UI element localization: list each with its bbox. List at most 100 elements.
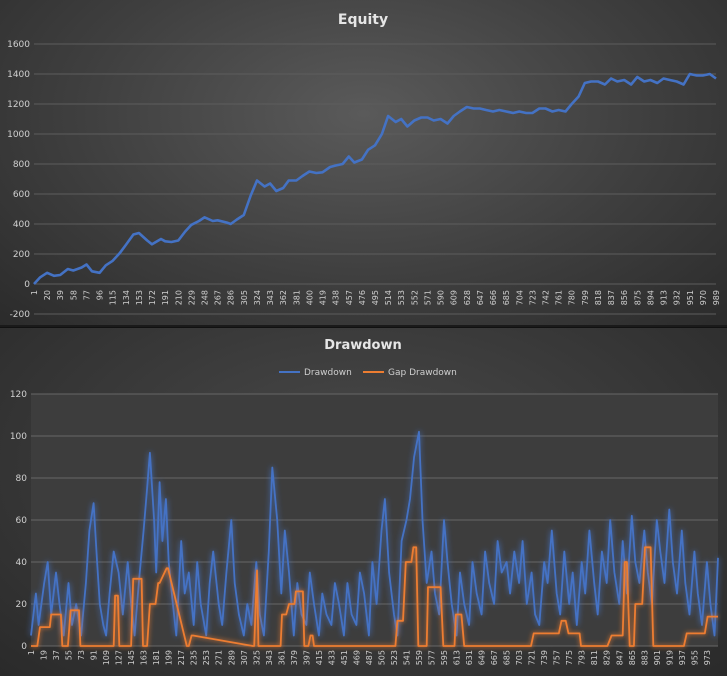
drawdown-y-tick-label: 80 bbox=[16, 474, 28, 484]
equity-x-tick-label: 191 bbox=[161, 290, 170, 305]
drawdown-x-tick-label: 559 bbox=[415, 650, 424, 665]
equity-x-tick-label: 799 bbox=[581, 290, 590, 305]
drawdown-x-tick-label: 577 bbox=[428, 650, 437, 665]
equity-x-tick-label: 457 bbox=[345, 290, 354, 305]
equity-x-tick-label: 248 bbox=[201, 290, 210, 305]
equity-y-tick-label: 1200 bbox=[7, 100, 30, 110]
drawdown-x-tick-label: 181 bbox=[152, 650, 161, 665]
drawdown-x-tick-label: 55 bbox=[65, 650, 74, 660]
equity-x-tick-label: 438 bbox=[332, 290, 341, 305]
drawdown-x-tick-label: 955 bbox=[690, 650, 699, 665]
drawdown-x-tick-label: 631 bbox=[465, 650, 474, 665]
equity-x-tick-label: 153 bbox=[135, 290, 144, 305]
drawdown-x-tick-label: 127 bbox=[115, 650, 124, 665]
equity-x-tick-label: 970 bbox=[699, 290, 708, 305]
equity-x-tick-label: 1 bbox=[30, 290, 39, 295]
equity-y-tick-label: 1400 bbox=[7, 70, 30, 80]
equity-x-tick-label: 39 bbox=[56, 290, 65, 300]
drawdown-x-tick-label: 1 bbox=[27, 650, 36, 655]
equity-y-tick-label: 600 bbox=[13, 190, 30, 200]
drawdown-x-tick-label: 199 bbox=[165, 650, 174, 665]
equity-x-tick-label: 400 bbox=[305, 290, 314, 305]
equity-y-tick-label: 1000 bbox=[7, 130, 30, 140]
drawdown-x-tick-label: 415 bbox=[315, 650, 324, 665]
legend-label-drawdown: Drawdown bbox=[304, 368, 352, 378]
equity-x-tick-label: 704 bbox=[515, 290, 524, 305]
legend-label-gap-drawdown: Gap Drawdown bbox=[388, 368, 457, 378]
drawdown-x-tick-label: 289 bbox=[227, 650, 236, 665]
equity-x-tick-label: 609 bbox=[450, 290, 459, 305]
equity-x-tick-label: 837 bbox=[607, 290, 616, 305]
drawdown-x-tick-label: 433 bbox=[327, 650, 336, 665]
equity-x-tick-label: 172 bbox=[148, 290, 157, 305]
equity-x-tick-label: 286 bbox=[227, 290, 236, 305]
drawdown-x-tick-label: 829 bbox=[603, 650, 612, 665]
drawdown-x-tick-label: 307 bbox=[240, 650, 249, 665]
drawdown-x-tick-label: 379 bbox=[290, 650, 299, 665]
equity-x-tick-label: 666 bbox=[489, 290, 498, 305]
drawdown-x-tick-label: 343 bbox=[265, 650, 274, 665]
equity-series-line bbox=[33, 72, 717, 285]
drawdown-x-tick-label: 37 bbox=[52, 650, 61, 660]
drawdown-x-tick-label: 703 bbox=[515, 650, 524, 665]
equity-y-tick-label: -200 bbox=[10, 310, 31, 320]
equity-chart-title: Equity bbox=[338, 12, 388, 28]
equity-y-tick-label: 0 bbox=[24, 280, 30, 290]
drawdown-y-tick-label: 100 bbox=[10, 432, 27, 442]
drawdown-x-tick-label: 811 bbox=[590, 650, 599, 665]
drawdown-x-tick-label: 217 bbox=[177, 650, 186, 665]
drawdown-x-tick-label: 523 bbox=[390, 650, 399, 665]
drawdown-y-tick-label: 40 bbox=[16, 558, 28, 568]
equity-x-tick-label: 533 bbox=[397, 290, 406, 305]
drawdown-x-tick-label: 775 bbox=[565, 650, 574, 665]
equity-x-tick-label: 267 bbox=[214, 290, 223, 305]
equity-x-tick-label: 780 bbox=[568, 290, 577, 305]
drawdown-x-tick-label: 649 bbox=[478, 650, 487, 665]
drawdown-x-tick-label: 973 bbox=[703, 650, 712, 665]
equity-x-tick-label: 419 bbox=[319, 290, 328, 305]
equity-x-tick-label: 229 bbox=[187, 290, 196, 305]
equity-x-tick-label: 77 bbox=[82, 290, 91, 300]
drawdown-x-tick-label: 253 bbox=[202, 650, 211, 665]
drawdown-x-tick-label: 109 bbox=[102, 650, 111, 665]
equity-x-tick-label: 134 bbox=[122, 290, 131, 305]
drawdown-legend: Drawdown Gap Drawdown bbox=[279, 368, 457, 378]
drawdown-x-tick-label: 469 bbox=[352, 650, 361, 665]
equity-chart: Equity -20002004006008001000120014001600… bbox=[7, 12, 721, 320]
equity-x-tick-label: 571 bbox=[423, 290, 432, 305]
drawdown-x-tick-label: 163 bbox=[140, 650, 149, 665]
equity-y-tick-label: 200 bbox=[13, 250, 30, 260]
equity-x-tick-label: 362 bbox=[279, 290, 288, 305]
drawdown-x-tick-label: 361 bbox=[277, 650, 286, 665]
equity-x-tick-label: 628 bbox=[463, 290, 472, 305]
equity-x-tick-label: 20 bbox=[43, 290, 52, 300]
equity-x-tick-label: 495 bbox=[371, 290, 380, 305]
equity-x-tick-label: 989 bbox=[712, 290, 721, 305]
drawdown-x-tick-label: 145 bbox=[127, 650, 136, 665]
equity-x-tick-label: 381 bbox=[292, 290, 301, 305]
equity-x-tick-label: 590 bbox=[437, 290, 446, 305]
equity-x-tick-label: 343 bbox=[266, 290, 275, 305]
drawdown-y-tick-label: 60 bbox=[16, 516, 28, 526]
equity-x-tick-label: 818 bbox=[594, 290, 603, 305]
equity-x-tick-label: 647 bbox=[476, 290, 485, 305]
equity-x-tick-label: 932 bbox=[673, 290, 682, 305]
drawdown-x-tick-label: 541 bbox=[402, 650, 411, 665]
drawdown-x-tick-label: 721 bbox=[528, 650, 537, 665]
drawdown-x-tick-label: 865 bbox=[628, 650, 637, 665]
equity-x-tick-label: 552 bbox=[410, 290, 419, 305]
drawdown-series-gap-drawdown bbox=[31, 546, 718, 647]
equity-x-tick-label: 514 bbox=[384, 290, 393, 305]
equity-x-tick-label: 324 bbox=[253, 290, 262, 305]
drawdown-x-tick-label: 757 bbox=[553, 650, 562, 665]
equity-x-tick-label: 685 bbox=[502, 290, 511, 305]
drawdown-x-tick-label: 739 bbox=[540, 650, 549, 665]
equity-y-tick-label: 800 bbox=[13, 160, 30, 170]
drawdown-x-tick-label: 505 bbox=[377, 650, 386, 665]
equity-x-tick-label: 742 bbox=[542, 290, 551, 305]
equity-x-tick-label: 875 bbox=[633, 290, 642, 305]
equity-x-tick-label: 951 bbox=[686, 290, 695, 305]
drawdown-x-tick-label: 685 bbox=[503, 650, 512, 665]
equity-x-tick-label: 115 bbox=[109, 290, 118, 305]
drawdown-x-tick-label: 919 bbox=[665, 650, 674, 665]
